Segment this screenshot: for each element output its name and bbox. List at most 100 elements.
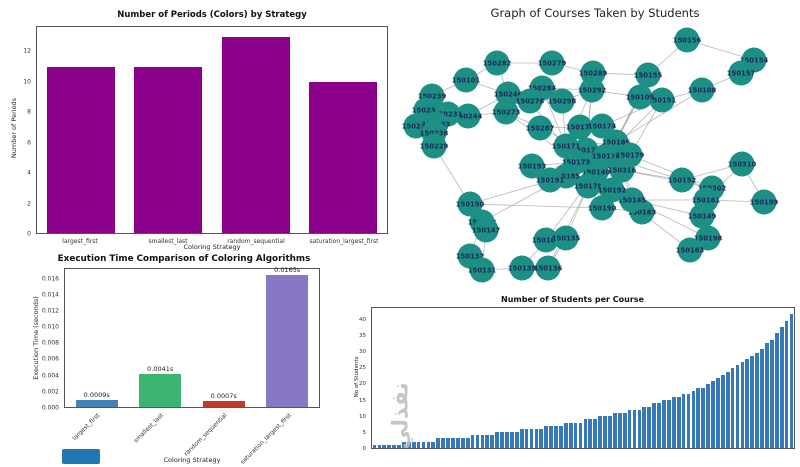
graph-node-circle bbox=[728, 60, 754, 86]
exec-y-tick-labels: 0.000 0.002 0.004 0.006 0.008 0.010 0.012 0.014… bbox=[30, 268, 62, 411]
y-tick-label: 25 bbox=[359, 365, 366, 372]
graph-node-label: 150155 bbox=[634, 71, 663, 79]
y-tick-label: 12 bbox=[23, 47, 31, 55]
graph-node-label: 150316 bbox=[608, 166, 637, 174]
bar bbox=[451, 438, 455, 448]
graph-node-circle bbox=[627, 84, 653, 110]
bar bbox=[784, 320, 789, 448]
graph-node-label: 150149 bbox=[688, 212, 717, 220]
bar bbox=[578, 422, 583, 448]
periods-plot-area bbox=[36, 26, 388, 234]
y-tick-label: 40 bbox=[359, 316, 366, 323]
graph-node-label: 150244 bbox=[454, 112, 483, 120]
graph-node: 150103 bbox=[532, 227, 560, 253]
graph-node: 150273 bbox=[492, 99, 520, 125]
bar bbox=[632, 409, 637, 448]
bar bbox=[549, 425, 553, 448]
course-network-graph: 150156 150154 150282 150279 150289 150155 1501… bbox=[402, 27, 778, 283]
x-tick-label: smallest_last bbox=[132, 412, 165, 445]
bar bbox=[544, 425, 549, 448]
y-tick-label: 0.000 bbox=[41, 404, 59, 412]
graph-node-label: 150191 bbox=[536, 176, 565, 184]
bar bbox=[46, 67, 115, 233]
bar bbox=[495, 432, 499, 448]
graph-node-label: 150198 bbox=[694, 234, 723, 242]
watermark-text: نفذلي bbox=[388, 382, 414, 450]
graph-node: 150191 bbox=[536, 167, 565, 193]
graph-node-circle bbox=[537, 167, 563, 193]
graph-node-label: 150147 bbox=[472, 226, 501, 234]
graph-node-label: 150176 bbox=[592, 152, 621, 160]
y-tick-label: 0 bbox=[362, 446, 367, 452]
bar bbox=[509, 432, 514, 448]
y-tick-label: 10 bbox=[23, 78, 31, 86]
graph-node-circle bbox=[535, 255, 561, 281]
bar bbox=[662, 400, 666, 448]
bar bbox=[470, 435, 475, 448]
graph-node: 150147 bbox=[472, 217, 501, 243]
graph-node-label: 150139 bbox=[508, 264, 537, 272]
y-tick-label: 0.010 bbox=[41, 323, 59, 331]
graph-node-circle bbox=[457, 191, 483, 217]
bar bbox=[617, 413, 622, 448]
graph-node-label: 150192 bbox=[598, 186, 627, 194]
graph-node-label: 150131 bbox=[468, 266, 497, 274]
x-tick-label: largest_first bbox=[70, 412, 101, 442]
graph-node-circle bbox=[509, 255, 535, 281]
bar bbox=[426, 441, 431, 448]
graph-node: 150279 bbox=[538, 50, 566, 76]
graph-node-circle bbox=[421, 133, 447, 159]
graph-node-circle bbox=[527, 115, 553, 141]
bar bbox=[514, 432, 519, 448]
x-tick-label: largest_first bbox=[62, 238, 98, 245]
graph-node: 150229 bbox=[420, 133, 448, 159]
graph-node: 150192 bbox=[598, 177, 627, 203]
bar bbox=[701, 387, 706, 448]
graph-node-circle bbox=[689, 77, 715, 103]
graph-node-circle bbox=[575, 173, 601, 199]
blue-swatch bbox=[62, 449, 100, 464]
bar bbox=[436, 438, 441, 448]
graph-node: 150171 bbox=[552, 133, 580, 159]
graph-node: 150136 bbox=[534, 255, 562, 281]
graph-node: 150149 bbox=[688, 203, 717, 229]
graph-node-label: 150140 bbox=[582, 168, 611, 176]
bar bbox=[720, 374, 725, 448]
y-tick-label: 5 bbox=[362, 429, 367, 436]
y-tick-label: 15 bbox=[359, 397, 366, 404]
y-tick-label: 2 bbox=[27, 200, 31, 208]
bar bbox=[475, 435, 480, 448]
y-tick-label: 4 bbox=[27, 169, 31, 177]
graph-node-label: 150292 bbox=[578, 86, 607, 94]
y-tick-label: 0.002 bbox=[41, 388, 59, 396]
graph-node-circle bbox=[455, 103, 481, 129]
bar bbox=[681, 393, 686, 448]
bar bbox=[441, 438, 445, 448]
graph-node-circle bbox=[751, 189, 777, 215]
graph-node-label: 150284 bbox=[528, 84, 557, 92]
bar bbox=[750, 355, 755, 448]
bar bbox=[397, 444, 401, 448]
graph-node: 150278 bbox=[516, 88, 544, 114]
y-tick-label: 0.006 bbox=[41, 355, 59, 363]
graph-edge bbox=[615, 89, 703, 143]
bar bbox=[716, 378, 720, 448]
graph-node-circle bbox=[695, 225, 721, 251]
graph-node-label: 150302 bbox=[698, 184, 727, 192]
bar bbox=[637, 409, 642, 448]
graph-node-circle bbox=[533, 227, 559, 253]
graph-node-label: 150235 bbox=[402, 122, 431, 130]
graph-title: Graph of Courses Taken by Students bbox=[490, 6, 700, 20]
bar bbox=[642, 406, 647, 448]
exec-time-chart-panel: Execution Time Comparison of Coloring Al… bbox=[28, 250, 340, 467]
y-tick-label: 20 bbox=[359, 381, 366, 388]
bar bbox=[657, 403, 661, 448]
bar bbox=[529, 428, 534, 448]
bar: 0.0165s bbox=[266, 266, 309, 407]
bar bbox=[524, 428, 529, 448]
bar bbox=[622, 413, 627, 448]
graph-node-label: 150178 bbox=[574, 182, 603, 190]
x-tick-label: random_sequential bbox=[227, 238, 285, 245]
bar bbox=[583, 419, 588, 448]
